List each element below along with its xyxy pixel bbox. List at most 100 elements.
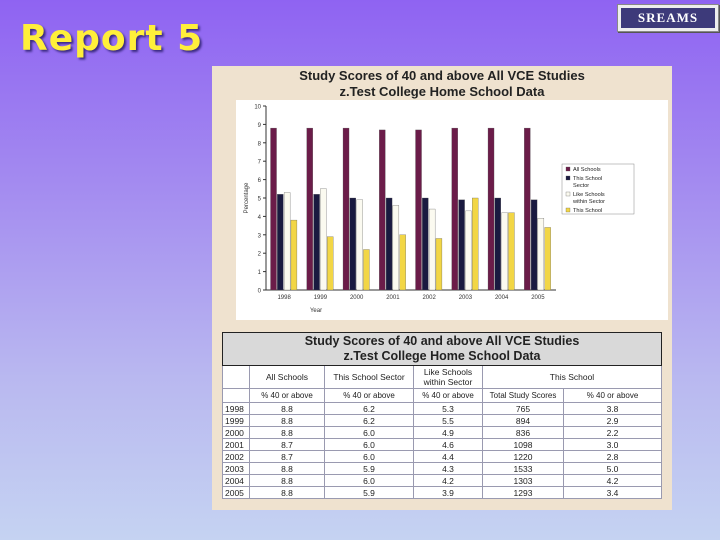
y-tick-label: 4 xyxy=(258,215,262,221)
corner-cell xyxy=(222,365,250,389)
table-cell: 5.9 xyxy=(324,462,414,475)
bar xyxy=(313,194,320,291)
legend-swatch xyxy=(565,207,571,213)
table-cell: 5.3 xyxy=(413,402,483,415)
table-cell: 6.0 xyxy=(324,438,414,451)
table-cell: 2.2 xyxy=(563,426,662,439)
table-cell: 765 xyxy=(482,402,564,415)
table-cell: 6.0 xyxy=(324,474,414,487)
row-year-cell: 2003 xyxy=(222,462,250,475)
x-tick-label: 2002 xyxy=(422,295,436,301)
bar xyxy=(428,208,436,291)
logo-text: SREAMS xyxy=(621,8,715,28)
table-cell: 1303 xyxy=(482,474,564,487)
bar xyxy=(363,249,370,291)
table-row: 2000 8.8 6.0 4.9 836 2.2 xyxy=(222,426,662,439)
bar xyxy=(494,197,501,291)
table-cell: 4.3 xyxy=(413,462,483,475)
table-cell: 8.8 xyxy=(249,402,325,415)
table-cell: 836 xyxy=(482,426,564,439)
bar-chart: 0 1 2 3 4 5 6 7 8 9 10 Percentage Year 1998 1999 2000 20… xyxy=(236,100,668,320)
bar xyxy=(277,194,284,291)
x-tick-label: 2005 xyxy=(531,295,545,301)
table-cell: 8.8 xyxy=(249,414,325,427)
x-tick-label: 1998 xyxy=(277,295,291,301)
bar xyxy=(451,127,458,291)
table-row: 2004 8.8 6.0 4.2 1303 4.2 xyxy=(222,474,662,487)
table-title-line2: z.Test College Home School Data xyxy=(343,349,541,363)
bar xyxy=(342,127,350,291)
header-this-school-sector: This School Sector xyxy=(324,365,414,389)
y-tick-label: 0 xyxy=(258,289,262,295)
bar xyxy=(530,199,538,291)
bar xyxy=(435,238,443,291)
x-tick-label: 2000 xyxy=(350,295,364,301)
bar xyxy=(385,197,393,291)
bar xyxy=(327,236,334,291)
header-like-schools: Like Schools within Sector xyxy=(413,365,483,389)
table-cell: 8.7 xyxy=(249,438,325,451)
x-tick-label: 2004 xyxy=(495,295,509,301)
slide-title: Report 5 xyxy=(20,18,204,59)
row-year-cell: 2002 xyxy=(222,450,250,463)
y-tick-label: 3 xyxy=(258,233,262,239)
bar xyxy=(487,127,495,291)
corner-cell-sub xyxy=(222,388,250,403)
y-axis-label: Percentage xyxy=(244,182,250,213)
bar xyxy=(399,234,406,291)
table-row: 2002 8.7 6.0 4.4 1220 2.8 xyxy=(222,450,662,463)
x-tick-label: 2003 xyxy=(459,295,473,301)
row-year-cell: 2001 xyxy=(222,438,250,451)
bar xyxy=(544,227,551,291)
row-year-cell: 1999 xyxy=(222,414,250,427)
table-cell: 4.2 xyxy=(413,474,483,487)
legend-label: All Schools xyxy=(573,167,601,173)
row-year-cell: 2000 xyxy=(222,426,250,439)
bar xyxy=(537,218,545,291)
table-cell: 4.4 xyxy=(413,450,483,463)
x-tick-label: 2001 xyxy=(386,295,400,301)
sreams-logo: SREAMS xyxy=(617,4,719,32)
table-cell: 6.2 xyxy=(324,414,414,427)
table-cell: 8.8 xyxy=(249,426,325,439)
table-cell: 1098 xyxy=(482,438,564,451)
y-tick-label: 5 xyxy=(258,197,262,203)
legend-label: Like Schools xyxy=(573,192,605,198)
table-row: 2005 8.8 5.9 3.9 1293 3.4 xyxy=(222,486,662,499)
table-row: 1998 8.8 6.2 5.3 765 3.8 xyxy=(222,402,662,415)
bar xyxy=(290,219,298,291)
chart-title-line2: z.Test College Home School Data xyxy=(339,84,545,99)
subheader-cell: % 40 or above xyxy=(563,388,662,403)
table-title-line1: Study Scores of 40 and above All VCE Stu… xyxy=(304,334,580,348)
bar xyxy=(508,212,515,291)
table-cell: 2.9 xyxy=(563,414,662,427)
y-tick-label: 10 xyxy=(254,105,261,111)
bar xyxy=(465,210,472,291)
bar xyxy=(415,129,422,291)
bar xyxy=(501,212,508,291)
table-cell: 5.0 xyxy=(563,462,662,475)
data-table-wrap: Study Scores of 40 and above All VCE Stu… xyxy=(222,332,662,499)
table-cell: 6.0 xyxy=(324,450,414,463)
table-cell: 8.7 xyxy=(249,450,325,463)
row-year-cell: 1998 xyxy=(222,402,250,415)
subheader-cell: % 40 or above xyxy=(249,388,325,403)
report-panel: Study Scores of 40 and above All VCE Stu… xyxy=(212,66,672,510)
table-cell: 8.8 xyxy=(249,462,325,475)
table-cell: 6.0 xyxy=(324,426,414,439)
table-row: 2001 8.7 6.0 4.6 1098 3.0 xyxy=(222,438,662,451)
table-cell: 1293 xyxy=(482,486,564,499)
table-cell: 4.9 xyxy=(413,426,483,439)
bar xyxy=(379,129,386,291)
table-cell: 3.9 xyxy=(413,486,483,499)
table-cell: 3.0 xyxy=(563,438,662,451)
subheader-cell: % 40 or above xyxy=(413,388,483,403)
y-tick-label: 6 xyxy=(258,178,262,184)
table-row: 2003 8.8 5.9 4.3 1533 5.0 xyxy=(222,462,662,475)
legend-swatch xyxy=(565,191,571,197)
subheader-cell: Total Study Scores xyxy=(482,388,564,403)
table-cell: 3.4 xyxy=(563,486,662,499)
bar xyxy=(524,127,531,291)
table-cell: 4.6 xyxy=(413,438,483,451)
table-cell: 5.9 xyxy=(324,486,414,499)
